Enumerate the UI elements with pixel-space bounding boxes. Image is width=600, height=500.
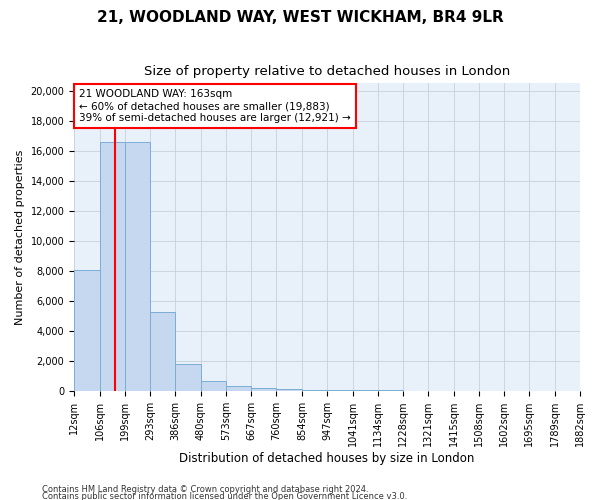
- Bar: [403, 390, 428, 391]
- Bar: [201, 382, 226, 391]
- Text: Contains HM Land Registry data © Crown copyright and database right 2024.: Contains HM Land Registry data © Crown c…: [42, 485, 368, 494]
- Text: 21 WOODLAND WAY: 163sqm
← 60% of detached houses are smaller (19,883)
39% of sem: 21 WOODLAND WAY: 163sqm ← 60% of detache…: [79, 90, 351, 122]
- Title: Size of property relative to detached houses in London: Size of property relative to detached ho…: [144, 65, 510, 78]
- Bar: [251, 388, 277, 391]
- Bar: [100, 142, 125, 391]
- Y-axis label: Number of detached properties: Number of detached properties: [15, 150, 25, 325]
- X-axis label: Distribution of detached houses by size in London: Distribution of detached houses by size …: [179, 452, 475, 465]
- Bar: [74, 270, 100, 391]
- Text: Contains public sector information licensed under the Open Government Licence v3: Contains public sector information licen…: [42, 492, 407, 500]
- Bar: [353, 390, 377, 391]
- Bar: [125, 142, 150, 391]
- Bar: [277, 390, 302, 391]
- Bar: [150, 312, 175, 391]
- Bar: [302, 390, 327, 391]
- Bar: [428, 390, 454, 391]
- Text: 21, WOODLAND WAY, WEST WICKHAM, BR4 9LR: 21, WOODLAND WAY, WEST WICKHAM, BR4 9LR: [97, 10, 503, 25]
- Bar: [175, 364, 201, 391]
- Bar: [377, 390, 403, 391]
- Bar: [226, 386, 251, 391]
- Bar: [327, 390, 353, 391]
